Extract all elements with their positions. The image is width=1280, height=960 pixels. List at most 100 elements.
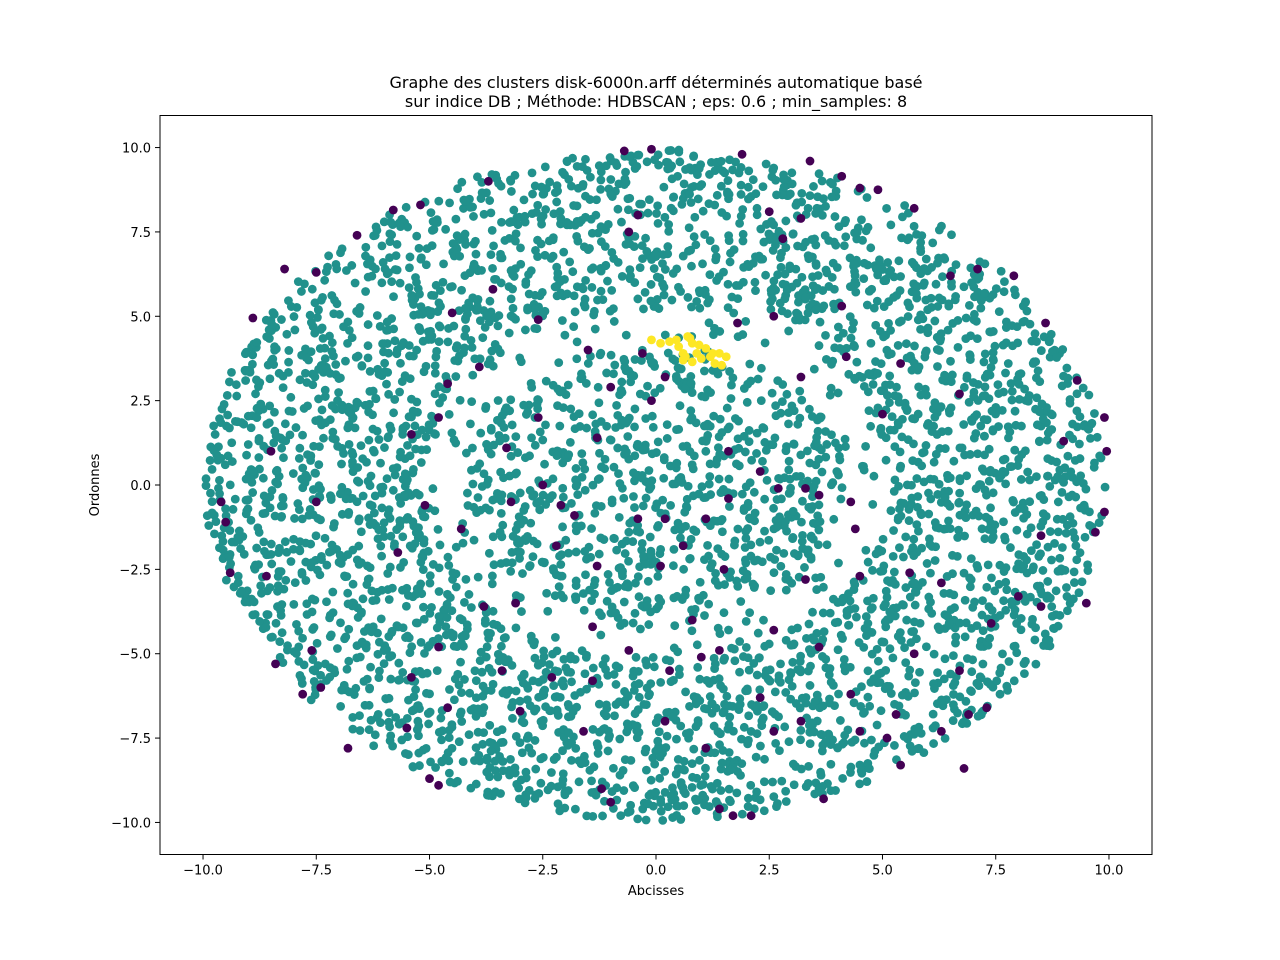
- point-main-cluster: [642, 157, 652, 167]
- point-main-cluster: [801, 237, 811, 247]
- point-main-cluster: [265, 492, 275, 502]
- point-main-cluster: [821, 452, 831, 462]
- point-main-cluster: [585, 195, 595, 204]
- point-main-cluster: [965, 582, 975, 592]
- point-main-cluster: [711, 703, 721, 713]
- point-main-cluster: [521, 790, 531, 800]
- point-main-cluster: [558, 492, 568, 502]
- point-main-cluster: [785, 474, 795, 484]
- point-noise: [484, 176, 493, 186]
- point-main-cluster: [818, 782, 827, 791]
- point-main-cluster: [416, 557, 426, 567]
- point-main-cluster: [652, 745, 662, 755]
- point-main-cluster: [396, 222, 405, 232]
- point-main-cluster: [1050, 539, 1059, 548]
- point-main-cluster: [986, 503, 995, 513]
- point-main-cluster: [460, 229, 470, 239]
- point-main-cluster: [640, 287, 650, 297]
- point-main-cluster: [497, 253, 507, 263]
- point-main-cluster: [396, 499, 406, 508]
- point-main-cluster: [457, 285, 466, 295]
- point-main-cluster: [501, 633, 510, 642]
- point-main-cluster: [742, 397, 752, 407]
- point-main-cluster: [1089, 462, 1099, 472]
- point-main-cluster: [290, 514, 299, 523]
- point-main-cluster: [1038, 517, 1048, 527]
- point-main-cluster: [770, 687, 780, 697]
- point-main-cluster: [907, 257, 917, 267]
- point-main-cluster: [896, 461, 906, 471]
- point-main-cluster: [969, 433, 979, 443]
- point-noise: [769, 625, 779, 635]
- point-main-cluster: [662, 708, 672, 717]
- y-tick-label: 2.5: [130, 395, 151, 410]
- point-main-cluster: [705, 236, 715, 246]
- point-main-cluster: [1061, 528, 1071, 538]
- point-main-cluster: [468, 370, 478, 380]
- point-main-cluster: [882, 681, 892, 691]
- point-main-cluster: [482, 767, 492, 777]
- point-main-cluster: [688, 772, 697, 782]
- point-main-cluster: [486, 250, 496, 260]
- point-main-cluster: [637, 538, 647, 548]
- point-main-cluster: [571, 464, 581, 473]
- point-main-cluster: [599, 535, 609, 544]
- point-main-cluster: [968, 378, 978, 387]
- point-main-cluster: [630, 422, 639, 432]
- point-main-cluster: [995, 689, 1005, 699]
- point-main-cluster: [869, 303, 879, 313]
- point-main-cluster: [873, 369, 882, 378]
- point-main-cluster: [457, 688, 466, 698]
- point-main-cluster: [744, 426, 754, 435]
- point-main-cluster: [614, 512, 624, 522]
- point-main-cluster: [984, 476, 994, 486]
- point-main-cluster: [975, 672, 985, 682]
- point-main-cluster: [886, 266, 896, 275]
- point-main-cluster: [434, 563, 444, 573]
- point-main-cluster: [758, 702, 768, 712]
- point-main-cluster: [552, 451, 562, 461]
- point-main-cluster: [775, 512, 784, 522]
- point-main-cluster: [867, 603, 877, 613]
- point-main-cluster: [398, 585, 407, 595]
- point-main-cluster: [294, 453, 304, 463]
- point-main-cluster: [906, 638, 916, 647]
- point-main-cluster: [588, 725, 598, 734]
- point-main-cluster: [1006, 543, 1015, 552]
- point-noise: [638, 349, 647, 358]
- point-main-cluster: [1003, 686, 1013, 695]
- point-main-cluster: [537, 182, 546, 192]
- point-main-cluster: [873, 270, 883, 280]
- point-main-cluster: [985, 633, 995, 643]
- point-main-cluster: [541, 376, 551, 386]
- point-main-cluster: [638, 254, 647, 264]
- point-main-cluster: [965, 450, 975, 459]
- point-main-cluster: [515, 488, 525, 498]
- point-main-cluster: [411, 444, 420, 454]
- point-main-cluster: [925, 540, 935, 549]
- point-main-cluster: [979, 357, 989, 367]
- point-main-cluster: [693, 194, 703, 204]
- point-main-cluster: [480, 322, 490, 332]
- point-main-cluster: [548, 233, 558, 243]
- point-main-cluster: [519, 195, 529, 205]
- point-main-cluster: [603, 746, 613, 756]
- point-main-cluster: [645, 481, 655, 491]
- point-main-cluster: [827, 430, 836, 440]
- point-main-cluster: [752, 449, 761, 458]
- point-main-cluster: [930, 412, 940, 422]
- point-main-cluster: [450, 356, 460, 365]
- point-main-cluster: [384, 595, 394, 604]
- point-main-cluster: [830, 299, 840, 309]
- point-main-cluster: [476, 428, 486, 438]
- point-main-cluster: [413, 701, 423, 710]
- point-noise: [701, 514, 711, 524]
- point-main-cluster: [966, 575, 976, 585]
- point-main-cluster: [553, 799, 563, 809]
- x-tick-label: 7.5: [985, 864, 1006, 879]
- point-main-cluster: [746, 780, 756, 790]
- point-main-cluster: [570, 655, 580, 664]
- point-main-cluster: [392, 525, 402, 535]
- point-main-cluster: [672, 591, 682, 601]
- point-main-cluster: [710, 244, 720, 254]
